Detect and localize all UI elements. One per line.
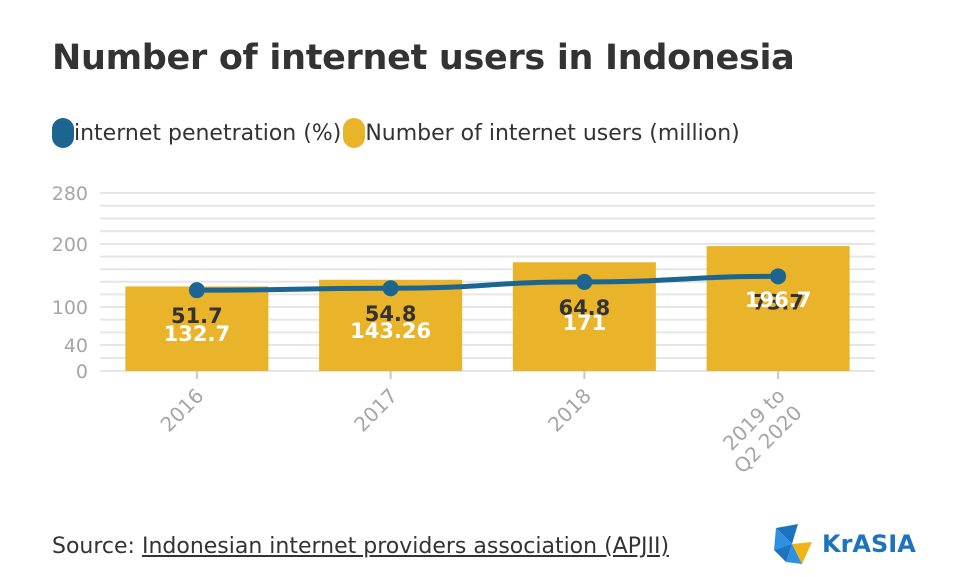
y-tick-label: 280	[52, 183, 88, 205]
x-tick-label-text: 2017	[349, 384, 402, 437]
users-data-label: 143.26	[350, 319, 431, 343]
penetration-point	[382, 280, 399, 297]
penetration-data-label: 64.8	[558, 296, 610, 320]
chart-title: Number of internet users in Indonesia	[52, 38, 795, 78]
legend-item-penetration[interactable]: internet penetration (%)	[52, 118, 341, 148]
legend-swatch-line	[52, 118, 74, 148]
x-tick-label: 2016	[155, 384, 208, 437]
legend-swatch-bar	[343, 118, 366, 148]
x-tick-label: 2018	[543, 384, 596, 437]
legend: internet penetration (%) Number of inter…	[52, 118, 740, 148]
bar	[706, 246, 850, 371]
legend-label-users: Number of internet users (million)	[365, 120, 740, 146]
penetration-data-label: 73.7	[752, 290, 804, 314]
y-tick-label: 40	[64, 335, 88, 357]
penetration-data-label: 51.7	[171, 304, 223, 328]
legend-label-penetration: internet penetration (%)	[74, 120, 342, 146]
users-data-label: 196.7	[745, 288, 811, 312]
x-tick-label-text: 2018	[543, 384, 596, 437]
bar	[125, 286, 269, 371]
penetration-line	[194, 273, 781, 293]
legend-item-users[interactable]: Number of internet users (million)	[341, 118, 740, 148]
source-note: Source: Indonesian internet providers as…	[52, 534, 669, 559]
y-tick-label: 100	[52, 297, 88, 319]
x-tick-label: 2017	[349, 384, 402, 437]
users-data-label: 132.7	[164, 322, 230, 346]
y-tick-label: 200	[52, 234, 88, 256]
krasia-logo-icon	[774, 524, 812, 564]
x-tick-label-text: 2016	[155, 384, 208, 437]
source-prefix: Source:	[52, 534, 142, 559]
logo-text: KrASIA	[822, 530, 916, 558]
penetration-data-label: 54.8	[365, 302, 417, 326]
y-tick-label: 0	[76, 361, 88, 383]
users-data-label: 171	[562, 311, 606, 335]
penetration-point	[576, 273, 593, 290]
source-link[interactable]: Indonesian internet providers associatio…	[141, 534, 670, 559]
krasia-logo[interactable]: KrASIA	[772, 522, 916, 566]
penetration-point	[188, 282, 205, 299]
penetration-point	[770, 268, 787, 285]
